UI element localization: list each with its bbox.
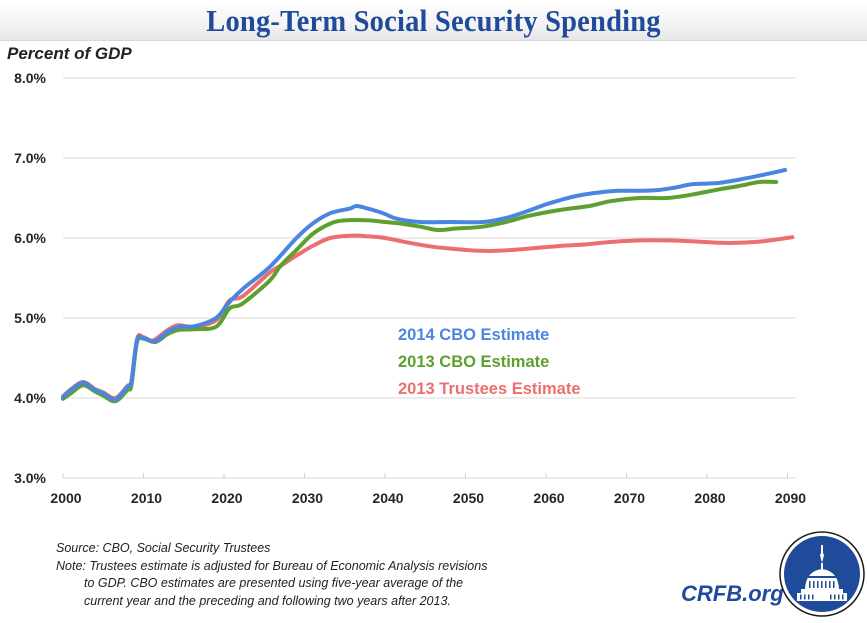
y-tick-label: 3.0% <box>14 470 46 486</box>
x-tick-label: 2020 <box>211 490 242 506</box>
footer-notes: Source: CBO, Social Security Trustees No… <box>56 540 487 610</box>
legend-item-2013-trustees: 2013 Trustees Estimate <box>398 380 581 398</box>
capitol-dome-icon <box>779 531 865 617</box>
source-note: Source: CBO, Social Security Trustees <box>56 541 271 555</box>
y-tick-label: 4.0% <box>14 390 46 406</box>
y-tick-label: 5.0% <box>14 310 46 326</box>
chart-title: Long-Term Social Security Spending <box>206 3 661 38</box>
gridlines <box>63 77 796 479</box>
legend-item-2014-cbo: 2014 CBO Estimate <box>398 326 550 344</box>
x-axis <box>62 473 788 478</box>
series-line-2014-cbo-estimate <box>61 168 788 402</box>
x-tick-label: 2030 <box>292 490 323 506</box>
legend: 2014 CBO Estimate 2013 CBO Estimate 2013… <box>398 322 581 403</box>
x-tick-labels: 2000 2010 2020 2030 2040 2050 2060 2070 2080 2090 <box>50 490 806 506</box>
x-tick-label: 2070 <box>614 490 645 506</box>
note-line-2: to GDP. CBO estimates are presented usin… <box>84 576 464 590</box>
x-tick-label: 2000 <box>50 490 81 506</box>
legend-item-2013-cbo: 2013 CBO Estimate <box>398 353 550 371</box>
y-tick-label: 7.0% <box>14 150 46 166</box>
series-lines <box>61 168 795 404</box>
x-tick-label: 2010 <box>131 490 162 506</box>
x-tick-label: 2090 <box>775 490 806 506</box>
note-line-1: Note: Trustees estimate is adjusted for … <box>56 558 488 573</box>
y-tick-labels: 3.0% 4.0% 5.0% 6.0% 7.0% 8.0% <box>14 70 46 486</box>
x-tick-label: 2060 <box>533 490 564 506</box>
y-tick-label: 6.0% <box>14 230 46 246</box>
y-tick-label: 8.0% <box>14 70 46 86</box>
brand-link[interactable]: CRFB.org <box>681 581 784 606</box>
x-tick-label: 2080 <box>694 490 725 506</box>
note-line-3: current year and the preceding and follo… <box>84 593 451 608</box>
x-tick-label: 2050 <box>453 490 484 506</box>
y-axis-title: Percent of GDP <box>7 44 132 63</box>
chart-plot: 3.0% 4.0% 5.0% 6.0% 7.0% 8.0% 2000 2010 2020 203… <box>14 70 806 506</box>
title-bar: Long-Term Social Security Spending <box>0 0 867 41</box>
x-tick-label: 2040 <box>372 490 403 506</box>
